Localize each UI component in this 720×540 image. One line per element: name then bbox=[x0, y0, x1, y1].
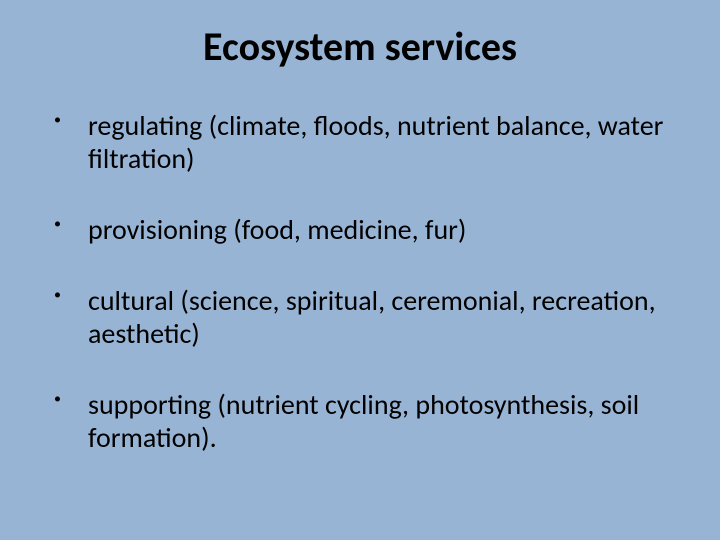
list-item: provisioning (food, medicine, fur) bbox=[40, 213, 680, 246]
list-item-text: regulating (climate, floods, nutrient ba… bbox=[88, 108, 663, 176]
slide: Ecosystem services regulating (climate, … bbox=[0, 0, 720, 540]
list-item-text: cultural (science, spiritual, ceremonial… bbox=[88, 283, 656, 351]
bullet-list: regulating (climate, floods, nutrient ba… bbox=[40, 109, 680, 454]
list-item: supporting (nutrient cycling, photosynth… bbox=[40, 388, 680, 454]
list-item-text: provisioning (food, medicine, fur) bbox=[88, 212, 466, 247]
list-item: cultural (science, spiritual, ceremonial… bbox=[40, 284, 680, 350]
slide-title: Ecosystem services bbox=[40, 22, 680, 71]
list-item: regulating (climate, floods, nutrient ba… bbox=[40, 109, 680, 175]
list-item-text: supporting (nutrient cycling, photosynth… bbox=[88, 387, 639, 455]
